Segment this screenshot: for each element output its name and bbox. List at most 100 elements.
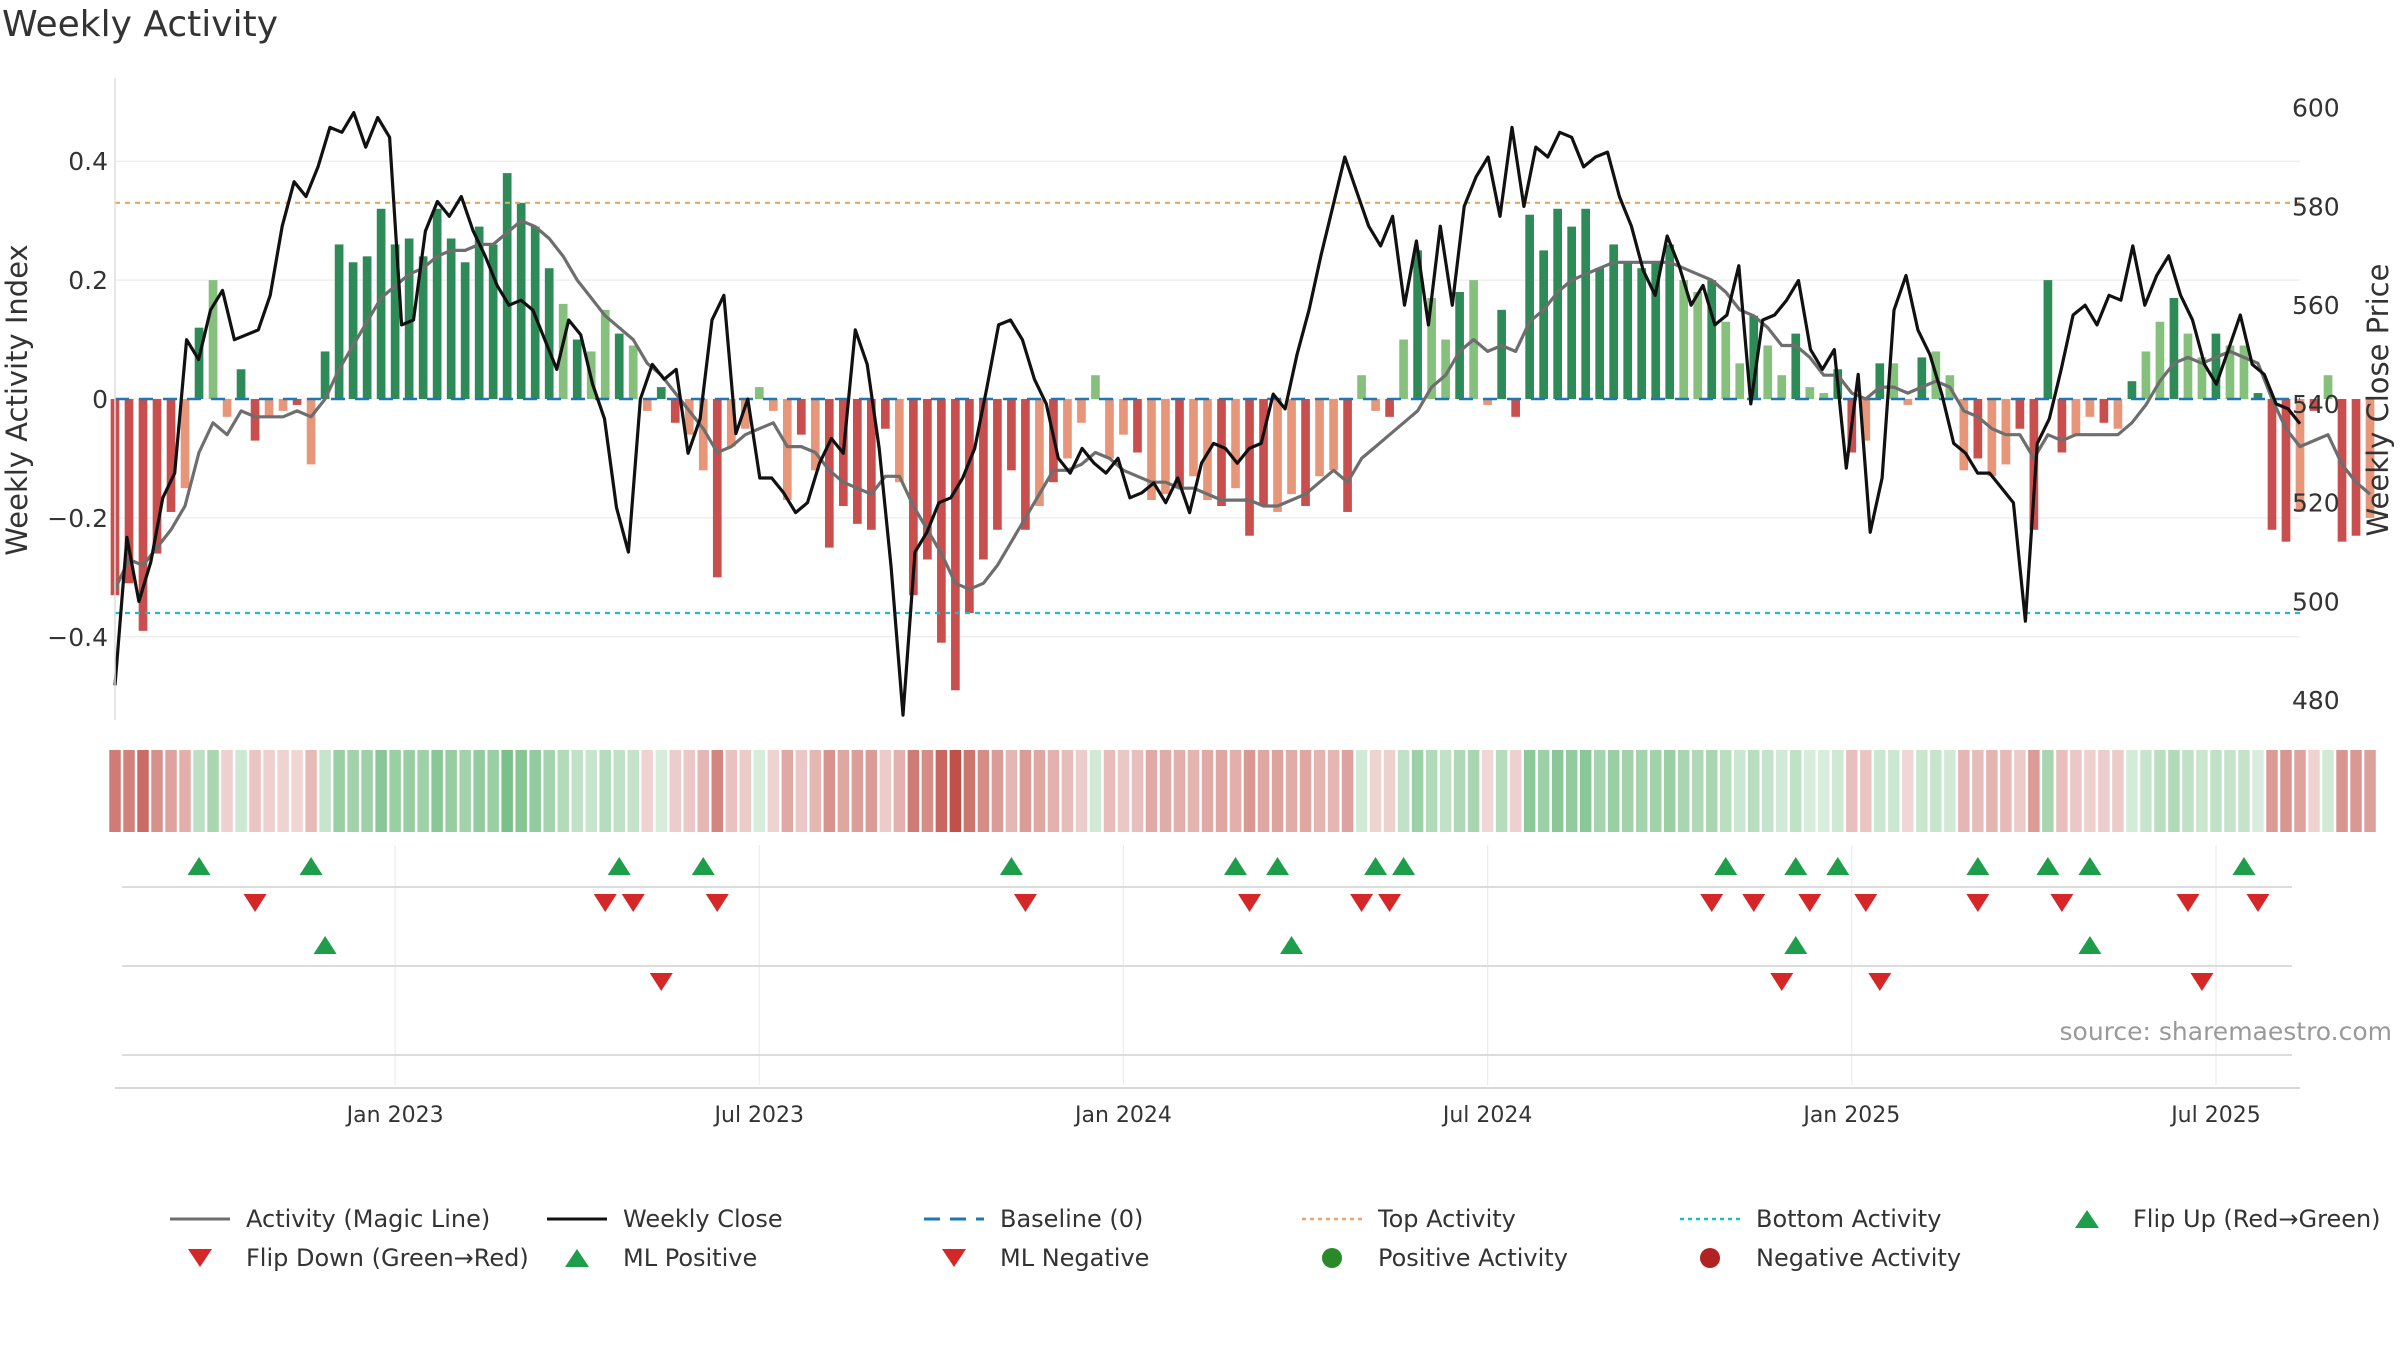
activity-bar: [754, 387, 764, 399]
heat-cell: [711, 750, 724, 832]
heat-cell: [2322, 750, 2334, 832]
activity-bar: [1497, 309, 1506, 399]
activity-bar: [1679, 280, 1689, 399]
y-tick-label: −0.2: [47, 504, 108, 533]
flip-up-marker: [2078, 857, 2102, 875]
flip-down-marker: [1013, 894, 1037, 912]
heat-cell: [1523, 750, 1536, 832]
x-tick-label: Jan 2023: [345, 1103, 444, 1128]
heat-cell: [235, 750, 247, 832]
activity-bar: [1147, 399, 1156, 501]
activity-bar: [1175, 399, 1184, 489]
heat-cell: [1719, 750, 1732, 832]
activity-bar: [2281, 399, 2291, 542]
grey-line-icon: [168, 1211, 246, 1227]
flip-up-marker: [1784, 857, 1808, 875]
heat-cell: [123, 750, 135, 832]
heat-cell: [263, 750, 275, 832]
activity-bar: [2155, 321, 2165, 399]
flip-down-marker: [593, 894, 617, 912]
activity-bar: [600, 309, 610, 399]
heat-cell: [1075, 750, 1088, 832]
heat-cell: [949, 750, 962, 832]
legend-label: Positive Activity: [1378, 1244, 1568, 1272]
activity-bar: [1987, 399, 1997, 477]
heat-cell: [893, 750, 906, 832]
activity-bar: [1399, 339, 1408, 399]
activity-bar: [446, 238, 456, 399]
heat-cell: [207, 750, 219, 832]
legend-item: Top Activity: [1300, 1205, 1516, 1233]
activity-bar: [1161, 399, 1170, 495]
activity-bar: [124, 399, 134, 584]
activity-bar: [1203, 399, 1212, 501]
heat-cell: [2000, 750, 2012, 832]
activity-bar: [1021, 399, 1030, 530]
activity-bar: [2015, 399, 2025, 429]
legend-label: Baseline (0): [1000, 1205, 1144, 1233]
y2-tick-label: 600: [2292, 94, 2340, 123]
heat-cell: [179, 750, 191, 832]
activity-bar: [1413, 250, 1422, 399]
activity-bar: [1707, 280, 1717, 399]
activity-bar: [712, 399, 722, 578]
heat-cell: [249, 750, 261, 832]
heat-cell: [1607, 750, 1620, 832]
heat-cell: [2014, 750, 2026, 832]
y-tick-label: 0.2: [68, 266, 108, 295]
heat-cell: [2210, 750, 2222, 832]
activity-bar: [1651, 262, 1661, 399]
activity-bar: [1007, 399, 1016, 471]
flip-down-marker: [2246, 894, 2270, 912]
y2-axis-label: Weekly Close Price: [2361, 264, 2395, 537]
heat-cell: [1061, 750, 1074, 832]
flip-up-marker: [691, 857, 715, 875]
heat-cell: [1958, 750, 1970, 832]
heat-cell: [2308, 750, 2320, 832]
y-tick-label: 0: [92, 385, 108, 414]
ml-positive-marker: [1280, 936, 1304, 954]
activity-bar: [2057, 399, 2067, 453]
activity-bar: [1357, 375, 1366, 399]
activity-bar: [628, 345, 638, 399]
activity-bar: [2309, 399, 2319, 411]
heat-cell: [1271, 750, 1284, 832]
legend-label: Weekly Close: [623, 1205, 783, 1233]
legend-label: Activity (Magic Line): [246, 1205, 491, 1233]
flip-down-marker: [243, 894, 267, 912]
heat-cell: [487, 750, 499, 832]
heat-cell: [1734, 750, 1746, 832]
heat-cell: [809, 750, 822, 832]
heat-cell: [2070, 750, 2082, 832]
heat-cell: [627, 750, 639, 832]
blue-dash-icon: [922, 1211, 1000, 1227]
heat-cell: [1888, 750, 1900, 832]
heat-cell: [1397, 750, 1410, 832]
activity-bar: [867, 399, 876, 530]
axes: 0.4 0.2 0 −0.2 −0.4 600 580 560 540 520 500 480 Week…: [0, 78, 2395, 1128]
flip-down-marker: [1378, 894, 1402, 912]
y2-tick-label: 480: [2292, 686, 2340, 715]
heat-cell: [515, 750, 527, 832]
heat-cell: [837, 750, 850, 832]
heat-cell: [1467, 750, 1480, 832]
heat-cell: [2084, 750, 2096, 832]
heat-cell: [291, 750, 303, 832]
activity-bar: [951, 399, 960, 691]
heat-cell: [1145, 750, 1158, 832]
activity-bar: [810, 399, 820, 471]
flip-up-marker: [1392, 857, 1416, 875]
activity-bar: [1511, 399, 1520, 417]
weekly-close-line: [113, 110, 2302, 717]
heat-cell: [1187, 750, 1200, 832]
activity-bar: [488, 244, 498, 399]
activity-bar: [1735, 363, 1745, 399]
activity-bar: [1637, 268, 1647, 399]
flip-down-marker: [2176, 894, 2200, 912]
heat-cell: [2364, 750, 2376, 832]
heat-cell: [1944, 750, 1956, 832]
heat-cell: [431, 750, 443, 832]
heat-cell: [1341, 750, 1354, 832]
activity-bar: [1875, 363, 1885, 399]
heat-cell: [2056, 750, 2068, 832]
